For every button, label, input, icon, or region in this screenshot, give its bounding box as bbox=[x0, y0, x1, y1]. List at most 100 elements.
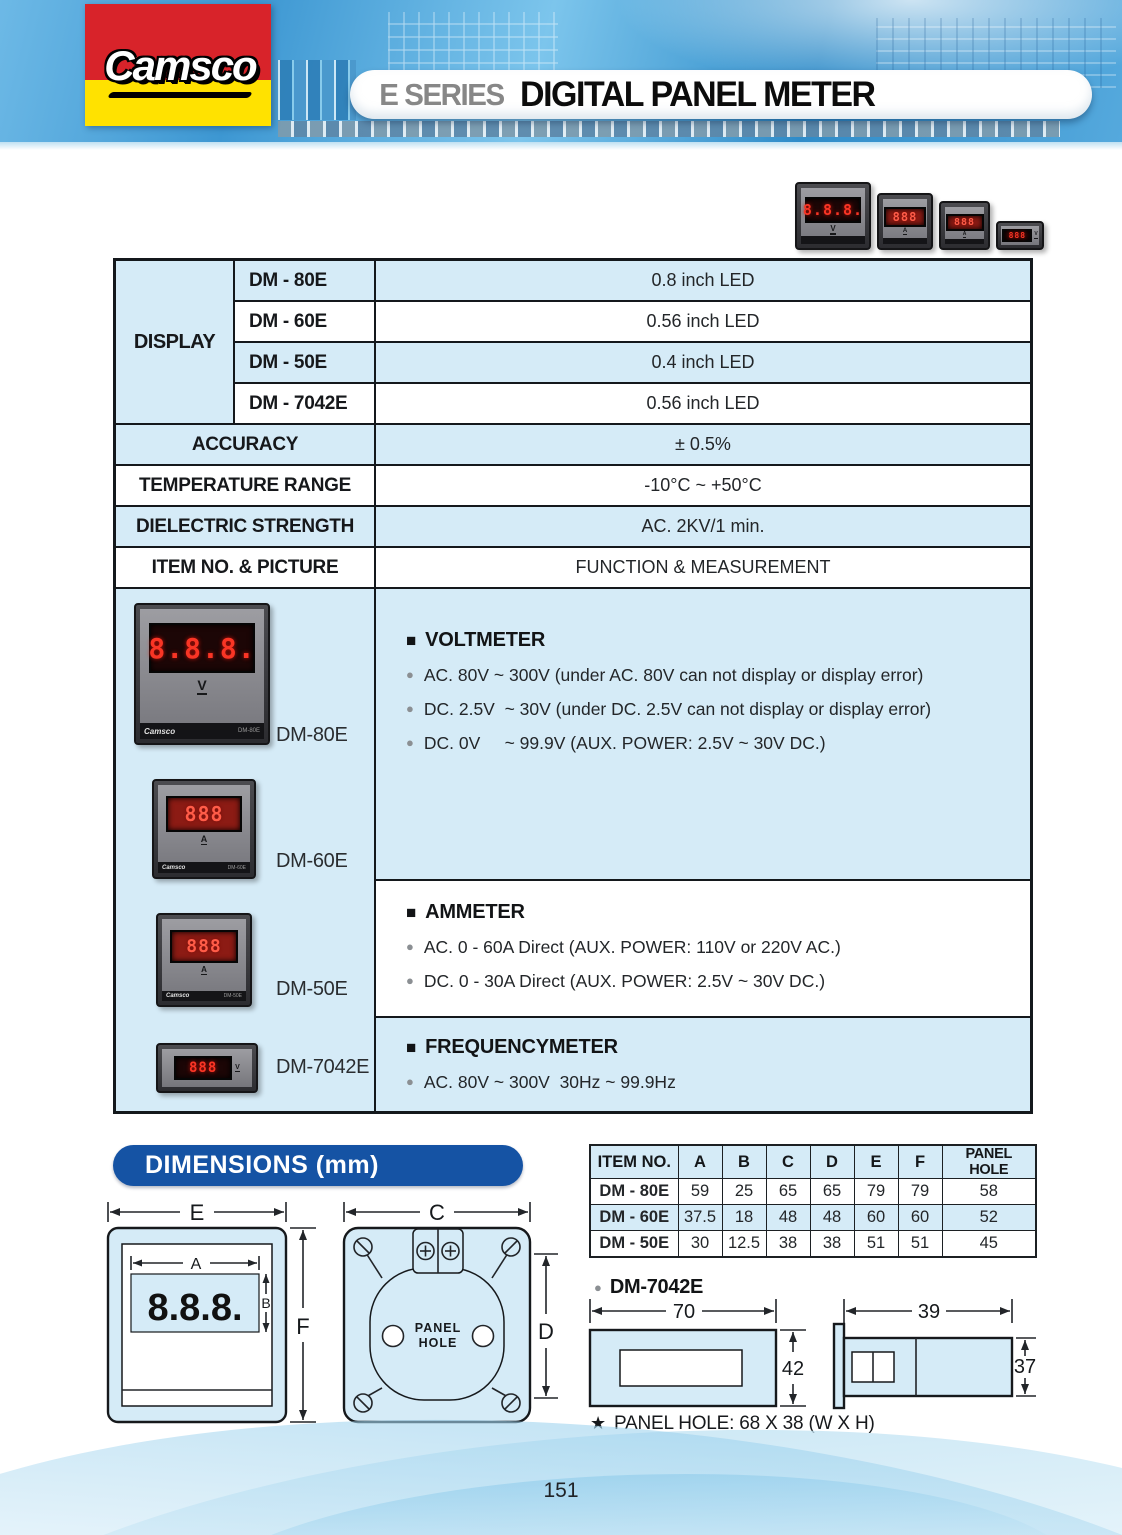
table-cell: 30 bbox=[677, 1230, 723, 1257]
product-label: DM-7042E bbox=[276, 1056, 370, 1078]
dot-bullet-icon: ● bbox=[406, 701, 414, 716]
table-cell: 51 bbox=[897, 1230, 943, 1257]
logo-underline bbox=[107, 92, 253, 98]
dimensions-title-text: DIMENSIONS (mm) bbox=[145, 1151, 379, 1179]
product-photo-dm60e: 888 A Camsco DM-60E bbox=[152, 779, 256, 879]
spec-value: ± 0.5% bbox=[375, 424, 1031, 465]
column-header: C bbox=[765, 1144, 811, 1179]
led-display: 888 bbox=[884, 207, 926, 227]
table-cell: 79 bbox=[897, 1178, 943, 1205]
table-row: DIELECTRIC STRENGTH AC. 2KV/1 min. bbox=[115, 506, 1031, 547]
function-spec-text: DC. 0V ~ 99.9V (AUX. POWER: 2.5V ~ 30V D… bbox=[423, 733, 826, 753]
ammeter-heading: ■ AMMETER bbox=[406, 901, 1030, 924]
table-cell: 60 bbox=[897, 1204, 943, 1231]
table-cell: 52 bbox=[941, 1204, 1037, 1231]
led-display: 888 bbox=[166, 796, 242, 832]
product-photo-dm50e: 888 A bbox=[939, 201, 990, 250]
model-value: 0.8 inch LED bbox=[375, 260, 1031, 301]
meter-face: 888 A Camsco DM-50E bbox=[162, 919, 246, 1001]
model-name: DM - 50E bbox=[234, 342, 375, 383]
panel-hole-text-line1: PANEL bbox=[415, 1321, 461, 1335]
led-digits: 888 bbox=[1008, 231, 1027, 240]
spec-value: AC. 2KV/1 min. bbox=[375, 506, 1031, 547]
column-header: D bbox=[809, 1144, 855, 1179]
model-name: DM - 80E bbox=[234, 260, 375, 301]
dimensions-table: ITEM NO. A B C D E F PANEL HOLE DM - 80E… bbox=[589, 1144, 1037, 1258]
meter-face: 888 V bbox=[162, 1049, 252, 1087]
column-header: F bbox=[897, 1144, 943, 1179]
led-display: 888 bbox=[170, 930, 238, 963]
function-title: AMMETER bbox=[425, 901, 525, 923]
square-bullet-icon: ■ bbox=[406, 630, 417, 650]
item-picture-column: 8.8.8. V Camsco DM-80E DM-80E 888 bbox=[115, 588, 375, 1112]
square-bullet-icon: ■ bbox=[406, 1037, 417, 1057]
table-cell: 51 bbox=[853, 1230, 899, 1257]
voltmeter-section: ■ VOLTMETER ● AC. 80V ~ 300V (under AC. 8… bbox=[375, 588, 1031, 880]
dot-bullet-icon: ● bbox=[406, 973, 414, 988]
function-spec-text: AC. 80V ~ 300V 30Hz ~ 99.9Hz bbox=[423, 1072, 676, 1092]
function-spec-text: DC. 0 - 30A Direct (AUX. POWER: 2.5V ~ 3… bbox=[423, 971, 826, 991]
table-cell: 18 bbox=[721, 1204, 767, 1231]
column-header: ITEM NO. bbox=[589, 1144, 679, 1179]
camsco-logo: Camsco bbox=[85, 4, 271, 126]
table-row: DM - 7042E 0.56 inch LED bbox=[234, 383, 1031, 424]
unit-symbol: A bbox=[902, 228, 908, 236]
unit-symbol: V bbox=[830, 224, 836, 236]
table-row: DM - 50E 0.4 inch LED bbox=[234, 342, 1031, 383]
led-display: 8.8.8. bbox=[803, 197, 862, 223]
product-photo-dm7042e: 888 V bbox=[996, 221, 1044, 250]
table-cell: 38 bbox=[765, 1230, 811, 1257]
product-photo-dm80e: 8.8.8. V Camsco DM-80E bbox=[134, 603, 270, 745]
model-value: 0.56 inch LED bbox=[375, 383, 1031, 424]
page-title-bar: E SERIES DIGITAL PANEL METER bbox=[350, 70, 1092, 119]
header-filmstrip-decoration bbox=[278, 121, 1060, 137]
led-display: 888 bbox=[174, 1056, 233, 1080]
table-row: TEMPERATURE RANGE -10°C ~ +50°C bbox=[115, 465, 1031, 506]
meter-face: 888 A bbox=[945, 207, 984, 244]
function-measurement-column: ■ VOLTMETER ● AC. 80V ~ 300V (under AC. 8… bbox=[375, 588, 1031, 1112]
dim-label-F: F bbox=[296, 1314, 309, 1339]
function-spec-text: AC. 80V ~ 300V (under AC. 80V can not di… bbox=[423, 665, 924, 685]
series-label: E SERIES bbox=[379, 76, 505, 112]
function-spec-item: ● DC. 0 - 30A Direct (AUX. POWER: 2.5V ~ … bbox=[406, 970, 1030, 992]
spec-label: TEMPERATURE RANGE bbox=[115, 465, 375, 506]
spec-label: ITEM NO. & PICTURE bbox=[115, 547, 375, 588]
column-header: B bbox=[721, 1144, 767, 1179]
spec-label: ACCURACY bbox=[115, 424, 375, 465]
drawing-display-digits: 8.8.8. bbox=[147, 1287, 242, 1329]
front-view-drawing: E 8.8.8. A B F bbox=[106, 1200, 316, 1424]
led-display: 8.8.8. bbox=[148, 623, 256, 673]
table-row: DM - 60E 0.56 inch LED bbox=[234, 301, 1031, 342]
meter-strip bbox=[801, 236, 865, 244]
spec-label: DIELECTRIC STRENGTH bbox=[115, 506, 375, 547]
model-name: DM - 60E bbox=[234, 301, 375, 342]
table-cell: 38 bbox=[809, 1230, 855, 1257]
column-header: E bbox=[853, 1144, 899, 1179]
column-header: A bbox=[677, 1144, 723, 1179]
voltmeter-heading: ■ VOLTMETER bbox=[406, 629, 1030, 652]
model-value: 0.56 inch LED bbox=[375, 301, 1031, 342]
ammeter-section: ■ AMMETER ● AC. 0 - 60A Direct (AUX. POWE… bbox=[375, 880, 1031, 1017]
function-spec-item: ● AC. 80V ~ 300V (under AC. 80V can not d… bbox=[406, 664, 1030, 686]
product-picture-row: 8.8.8. V Camsco DM-80E DM-80E bbox=[116, 589, 374, 753]
table-cell: 58 bbox=[941, 1178, 1037, 1205]
item-picture-function-block: 8.8.8. V Camsco DM-80E DM-80E 888 bbox=[115, 588, 1031, 1112]
product-picture-row: 888 A Camsco DM-60E DM-60E bbox=[116, 753, 374, 879]
product-label: DM-80E bbox=[276, 724, 348, 746]
logo-text: Camsco bbox=[104, 42, 257, 89]
dimensions-section-title: DIMENSIONS (mm) bbox=[113, 1145, 523, 1186]
function-spec-item: ● DC. 0V ~ 99.9V (AUX. POWER: 2.5V ~ 30V … bbox=[406, 732, 1030, 754]
table-cell: 48 bbox=[809, 1204, 855, 1231]
panel-hole-note-text: PANEL HOLE: 68 X 38 (W X H) bbox=[613, 1413, 875, 1434]
meter-face: 8.8.8. V bbox=[801, 188, 865, 244]
dim-label-D: D bbox=[538, 1319, 554, 1344]
table-row: ITEM NO. & PICTURE FUNCTION & MEASUREMEN… bbox=[115, 547, 1031, 588]
unit-symbol: A bbox=[201, 965, 207, 976]
table-cell: 25 bbox=[721, 1178, 767, 1205]
frequencymeter-section: ■ FREQUENCYMETER ● AC. 80V ~ 300V 30Hz ~ … bbox=[375, 1017, 1031, 1112]
led-digits: 888 bbox=[953, 217, 976, 228]
led-digits: 8.8.8. bbox=[148, 631, 256, 665]
panel-hole-text-line2: HOLE bbox=[419, 1336, 458, 1350]
table-cell: 60 bbox=[853, 1204, 899, 1231]
dim-label-39: 39 bbox=[918, 1301, 940, 1323]
